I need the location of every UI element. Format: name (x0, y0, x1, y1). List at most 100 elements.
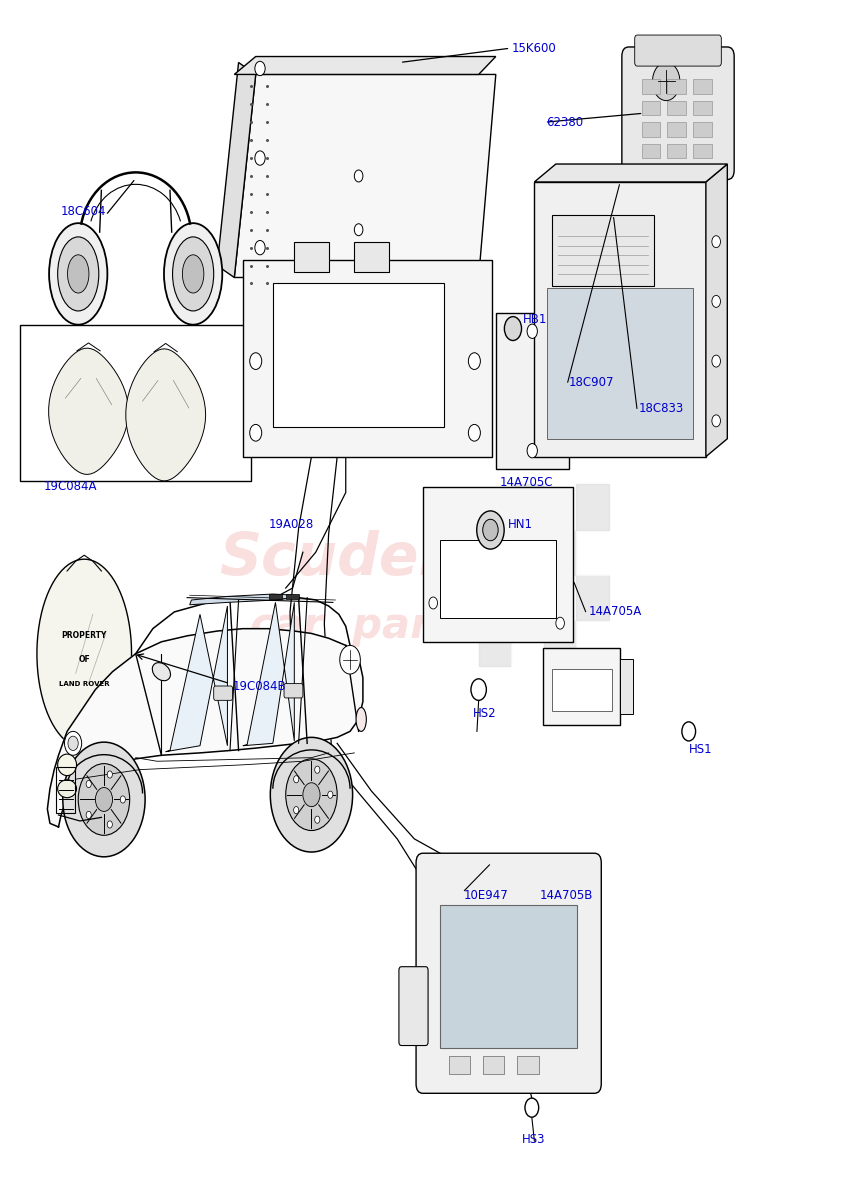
Ellipse shape (182, 254, 204, 293)
FancyBboxPatch shape (622, 47, 734, 180)
Bar (547, 288, 693, 439)
FancyBboxPatch shape (284, 684, 303, 698)
Bar (286, 594, 299, 599)
Circle shape (471, 679, 487, 701)
Ellipse shape (173, 236, 214, 311)
Polygon shape (190, 594, 296, 605)
Bar (20, 325, 251, 480)
Bar (440, 540, 556, 618)
Bar (479, 620, 511, 666)
Text: HB1: HB1 (523, 312, 548, 325)
Polygon shape (126, 349, 205, 481)
Bar (56, 767, 75, 812)
Circle shape (315, 816, 320, 823)
Text: 14A705B: 14A705B (539, 888, 593, 901)
Circle shape (63, 742, 145, 857)
Circle shape (469, 425, 481, 442)
Circle shape (556, 617, 564, 629)
Bar (483, 1056, 504, 1074)
Bar (693, 122, 712, 137)
Circle shape (469, 353, 481, 370)
Bar (667, 101, 686, 115)
Circle shape (86, 780, 91, 787)
Bar (423, 486, 573, 642)
Text: 14A705C: 14A705C (500, 476, 553, 490)
Text: HS1: HS1 (689, 743, 712, 756)
Bar (243, 259, 492, 457)
Bar (544, 529, 576, 575)
Ellipse shape (356, 708, 366, 731)
Bar (544, 484, 576, 529)
Polygon shape (234, 74, 496, 277)
Circle shape (286, 758, 337, 830)
Circle shape (65, 731, 82, 755)
Text: OF: OF (79, 655, 90, 665)
Circle shape (525, 1098, 539, 1117)
Bar (511, 484, 544, 529)
Ellipse shape (67, 254, 89, 293)
Circle shape (315, 766, 320, 773)
Circle shape (107, 821, 112, 828)
Bar (551, 215, 654, 287)
Polygon shape (234, 56, 496, 74)
Ellipse shape (58, 754, 77, 775)
Circle shape (355, 223, 363, 235)
Bar (576, 620, 609, 666)
Bar (517, 1056, 539, 1074)
Circle shape (249, 353, 261, 370)
Bar (576, 575, 609, 620)
Text: 18C833: 18C833 (639, 402, 684, 415)
Bar (268, 594, 282, 599)
Circle shape (79, 763, 129, 835)
Circle shape (712, 295, 721, 307)
Bar (544, 620, 576, 666)
Bar (641, 144, 660, 158)
Circle shape (712, 355, 721, 367)
Circle shape (527, 324, 538, 338)
Polygon shape (217, 62, 255, 277)
Circle shape (107, 770, 112, 778)
Text: Scuderia: Scuderia (219, 529, 507, 587)
Bar (551, 670, 612, 712)
Ellipse shape (58, 236, 98, 311)
Text: 15K600: 15K600 (512, 42, 557, 55)
Text: HS3: HS3 (521, 1133, 545, 1146)
Circle shape (270, 737, 353, 852)
Circle shape (340, 646, 361, 674)
Polygon shape (37, 559, 131, 749)
Bar (511, 575, 544, 620)
FancyBboxPatch shape (634, 35, 721, 66)
Polygon shape (48, 348, 129, 474)
Bar (479, 529, 511, 575)
Text: 19C084A: 19C084A (44, 480, 98, 493)
Circle shape (527, 444, 538, 458)
Bar (511, 620, 544, 666)
Text: 19C084B: 19C084B (232, 679, 287, 692)
Text: 18C604: 18C604 (61, 205, 107, 218)
Text: 14A705A: 14A705A (589, 606, 642, 618)
Bar (576, 529, 609, 575)
Circle shape (482, 520, 498, 541)
Text: HN1: HN1 (507, 517, 532, 530)
Polygon shape (706, 164, 728, 457)
Circle shape (712, 235, 721, 247)
FancyBboxPatch shape (416, 853, 602, 1093)
Circle shape (120, 796, 125, 803)
Text: 10E947: 10E947 (464, 888, 509, 901)
Ellipse shape (49, 223, 107, 325)
FancyBboxPatch shape (355, 241, 388, 271)
Text: LAND ROVER: LAND ROVER (59, 680, 110, 686)
FancyBboxPatch shape (214, 686, 232, 701)
Bar (641, 101, 660, 115)
Ellipse shape (152, 662, 171, 680)
Bar (693, 101, 712, 115)
Text: 18C907: 18C907 (569, 376, 614, 389)
Polygon shape (243, 602, 294, 745)
Bar (641, 79, 660, 94)
Bar (620, 660, 633, 714)
Circle shape (328, 791, 333, 798)
Circle shape (68, 736, 79, 750)
Bar (576, 484, 609, 529)
Bar (496, 313, 569, 469)
FancyBboxPatch shape (294, 241, 329, 271)
